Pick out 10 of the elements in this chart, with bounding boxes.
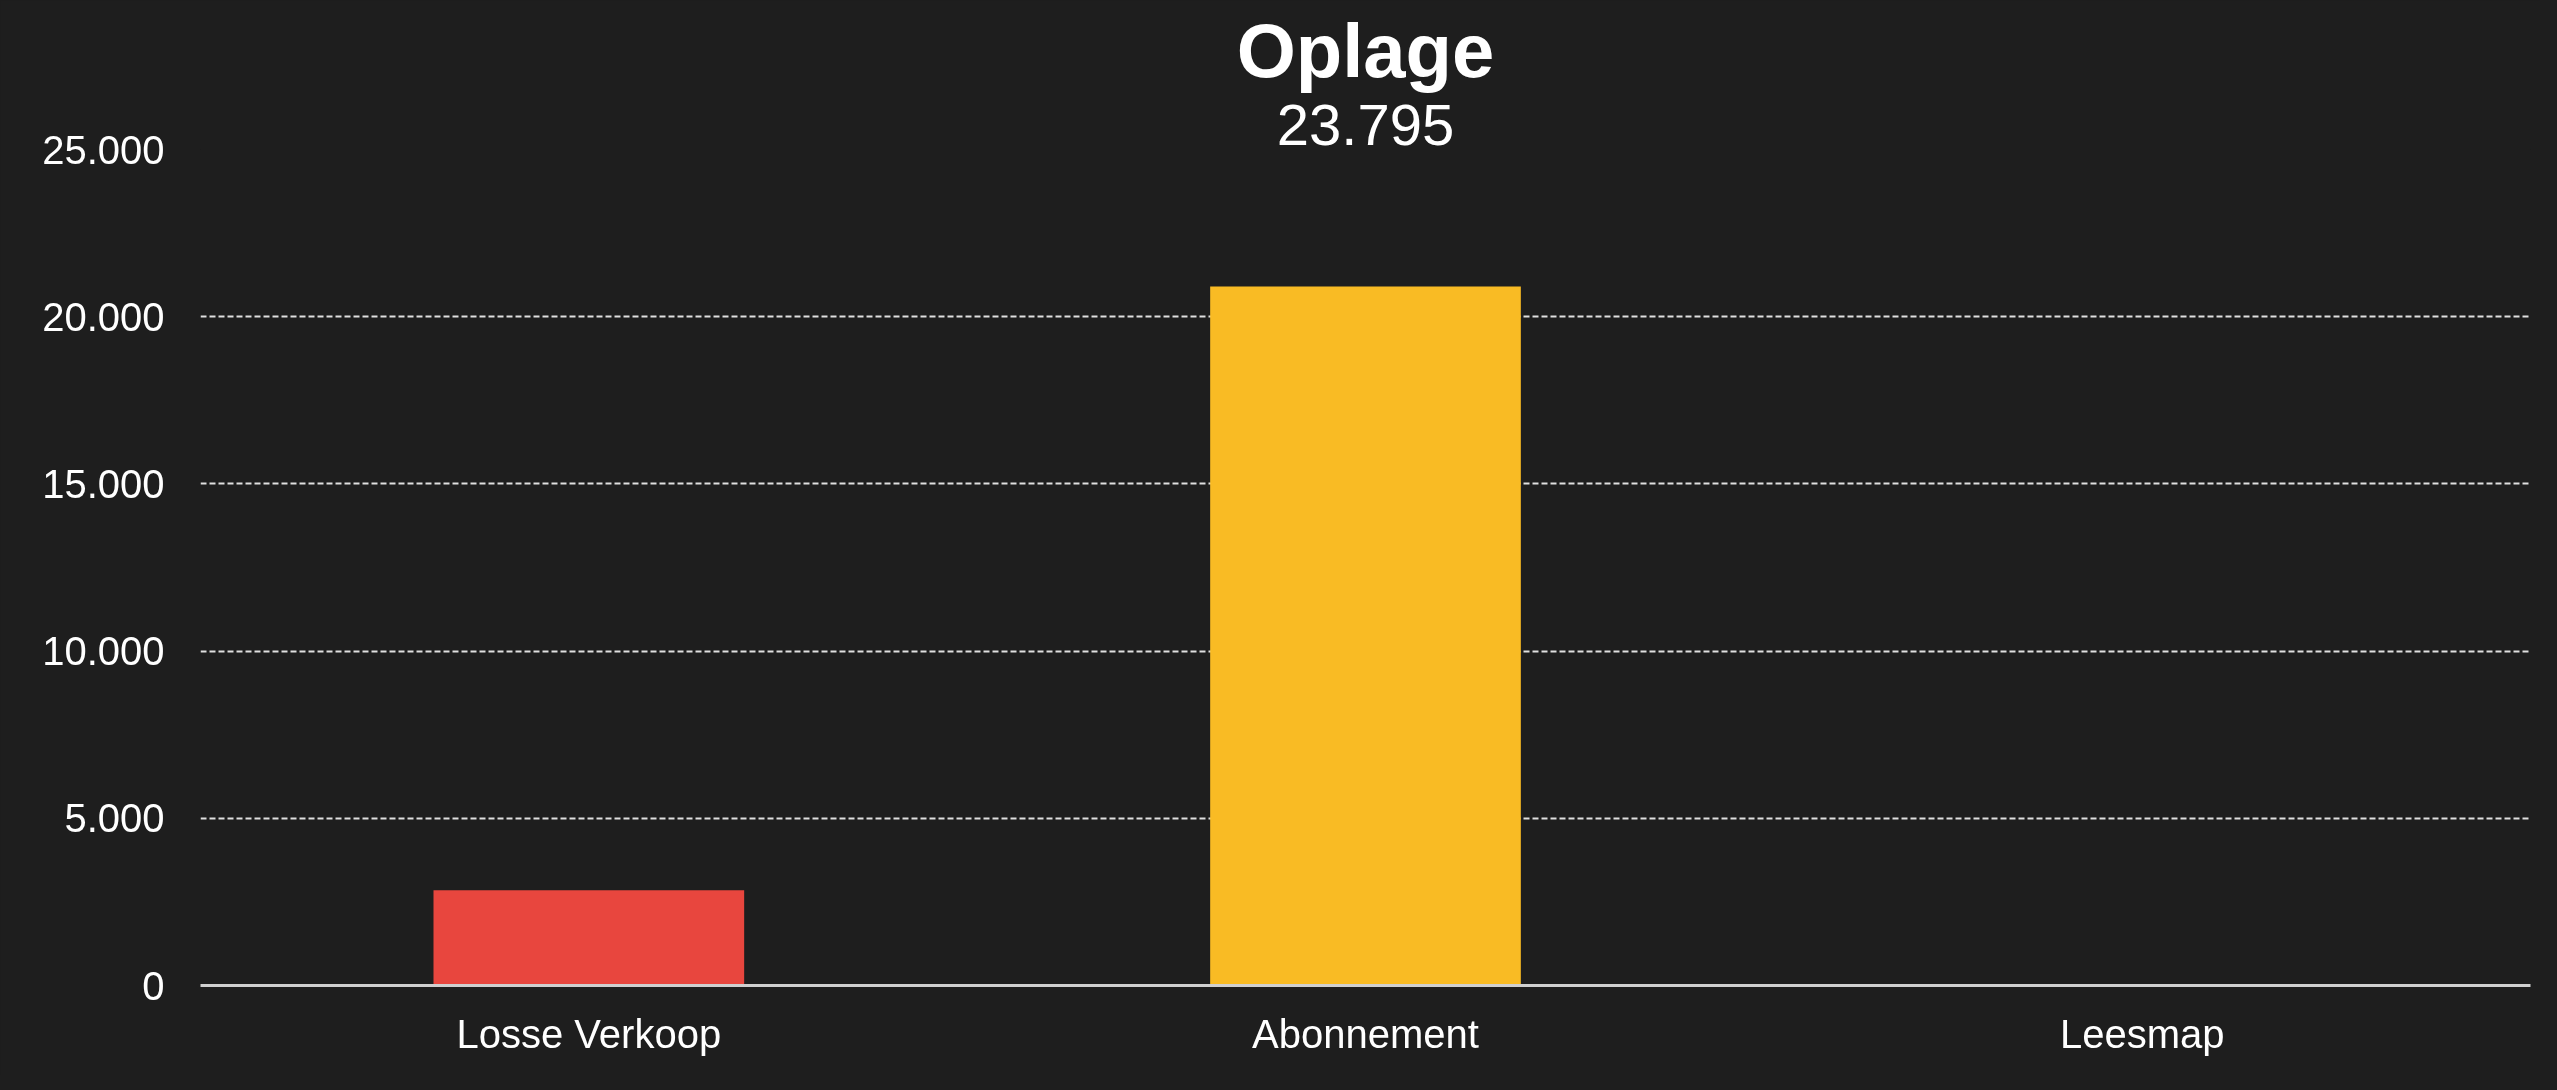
y-tick-label: 5.000 — [64, 796, 165, 841]
y-tick-label: 25.000 — [42, 127, 165, 172]
y-tick-label: 0 — [142, 963, 165, 1008]
chart-title: Oplage — [1236, 7, 1495, 93]
y-tick-label: 20.000 — [42, 294, 165, 339]
y-tick-label: 10.000 — [42, 629, 165, 674]
y-tick-label: 15.000 — [42, 461, 165, 506]
x-tick-label: Abonnement — [1252, 1011, 1479, 1056]
x-tick-label: Losse Verkoop — [456, 1011, 722, 1056]
x-tick-label: Leesmap — [2059, 1011, 2225, 1056]
